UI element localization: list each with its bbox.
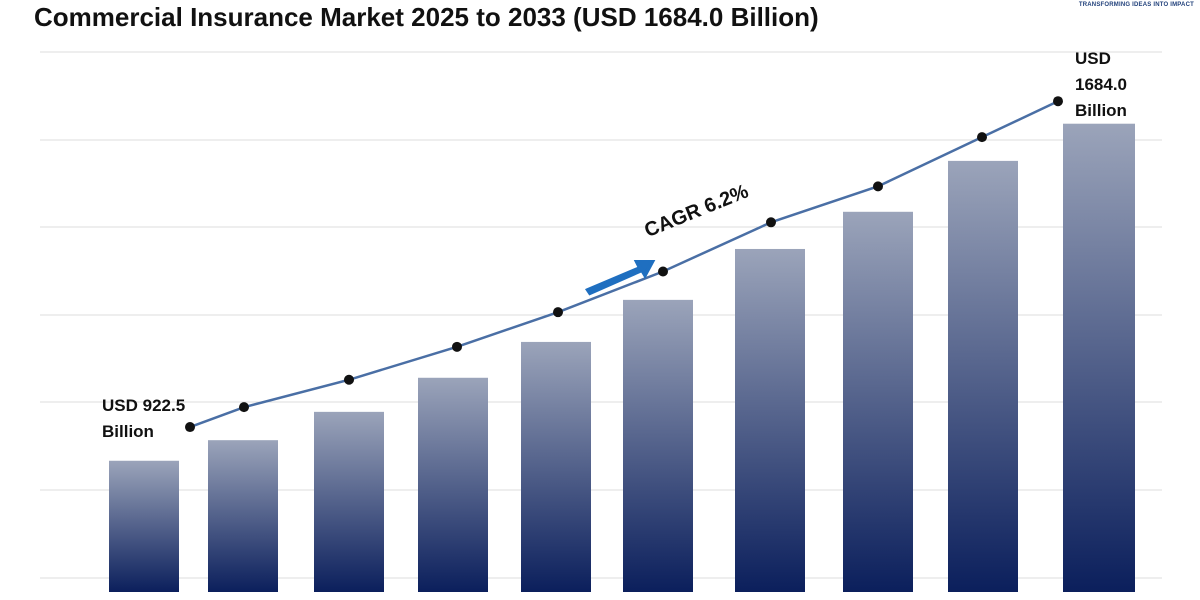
bars (109, 123, 1135, 593)
trend-dot (766, 217, 776, 228)
value-label: USD 922.5 Billion (102, 396, 186, 441)
bar (735, 248, 805, 592)
bar (1063, 123, 1135, 592)
bar (418, 377, 488, 592)
trend-dot (239, 402, 249, 413)
logo-tagline: TRANSFORMING IDEAS INTO IMPACT (1078, 2, 1194, 8)
bar (314, 411, 384, 592)
trend-dot (658, 266, 668, 277)
trend-dot (553, 307, 563, 318)
bar (843, 211, 913, 593)
trend-dot (873, 181, 883, 192)
bar (948, 160, 1018, 592)
bar (623, 299, 693, 592)
trend-line (189, 100, 1059, 429)
trend-dot (977, 132, 987, 143)
trend-dot (344, 374, 354, 385)
trend-dot (452, 341, 462, 352)
value-label: USD 1684.0 Billion (1075, 49, 1127, 120)
trend-dot (1053, 96, 1063, 107)
bar (521, 341, 591, 592)
bar (208, 440, 278, 592)
chart-title: Commercial Insurance Market 2025 to 2033… (34, 2, 819, 32)
cagr-arrow (584, 260, 656, 296)
bar (109, 460, 179, 592)
trend-dot (185, 422, 195, 433)
line-layer (185, 96, 1063, 433)
